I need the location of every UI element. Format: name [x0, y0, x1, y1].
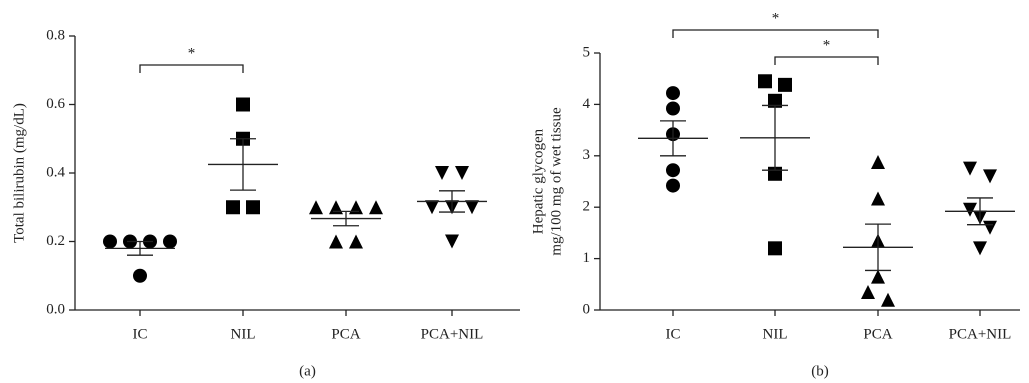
- data-point: [871, 154, 885, 169]
- significance-label: *: [823, 37, 831, 53]
- significance-label: *: [188, 45, 196, 61]
- x-tick-label: NIL: [231, 326, 256, 342]
- x-tick-label: PCA+NIL: [421, 326, 484, 342]
- x-tick-label: NIL: [763, 326, 788, 342]
- significance-bracket: [774, 56, 879, 65]
- data-point: [871, 269, 885, 284]
- y-tick-label: 0.6: [46, 96, 65, 112]
- y-tick-label: 0.4: [46, 164, 65, 180]
- data-point: [329, 200, 343, 215]
- data-point: [983, 220, 997, 235]
- data-point: [768, 93, 782, 108]
- data-point: [983, 169, 997, 184]
- data-point: [349, 234, 363, 249]
- data-point: [465, 200, 479, 215]
- data-point: [666, 86, 680, 101]
- data-point: [369, 200, 383, 215]
- y-tick-label: 1: [583, 250, 591, 266]
- data-point: [666, 163, 680, 178]
- data-point: [666, 101, 680, 116]
- data-point: [246, 200, 260, 215]
- y-axis-label: Hepatic glycogen: [530, 128, 546, 234]
- panel-label: (b): [811, 363, 829, 379]
- data-point: [963, 202, 977, 217]
- data-point: [435, 166, 449, 180]
- y-tick-label: 4: [583, 96, 591, 112]
- significance-bracket: [672, 29, 879, 38]
- x-tick-label: PCA: [863, 326, 892, 342]
- x-tick-label: IC: [133, 326, 148, 342]
- y-tick-label: 2: [583, 199, 591, 215]
- x-tick-label: PCA+NIL: [949, 326, 1012, 342]
- data-point: [349, 200, 363, 215]
- data-point: [163, 234, 177, 249]
- data-point: [666, 178, 680, 193]
- error-bar: [865, 223, 891, 272]
- data-point: [973, 241, 987, 256]
- data-point: [226, 200, 240, 215]
- data-point: [963, 161, 977, 176]
- x-tick-label: IC: [666, 326, 681, 342]
- error-bar: [660, 120, 686, 157]
- x-tick-label: PCA: [331, 326, 360, 342]
- error-bar: [762, 104, 788, 171]
- y-tick-label: 5: [583, 44, 591, 60]
- data-point: [871, 191, 885, 206]
- panel-label: (a): [299, 363, 316, 379]
- data-point: [445, 234, 459, 249]
- y-tick-label: 0.0: [46, 301, 65, 317]
- error-bar: [967, 197, 993, 226]
- data-point: [425, 200, 439, 215]
- data-point: [861, 285, 875, 300]
- y-tick-label: 3: [583, 147, 591, 163]
- data-point: [768, 241, 782, 256]
- y-tick-label: 0: [583, 301, 591, 317]
- data-point: [103, 234, 117, 249]
- y-tick-label: 0.2: [46, 233, 65, 249]
- error-bar: [439, 190, 465, 213]
- y-tick-label: 0.8: [46, 27, 65, 43]
- data-point: [881, 292, 895, 307]
- y-axis-label: mg/100 mg of wet tissue: [548, 107, 564, 256]
- data-point: [133, 268, 147, 283]
- data-point: [309, 200, 323, 215]
- significance-bracket: [139, 64, 244, 73]
- data-point: [236, 97, 250, 112]
- error-bar: [230, 138, 256, 191]
- data-point: [455, 166, 469, 180]
- data-point: [758, 74, 772, 89]
- significance-label: *: [772, 10, 780, 26]
- data-point: [329, 234, 343, 249]
- error-bar: [127, 240, 153, 256]
- y-axis-label: Total bilirubin (mg/dL): [11, 103, 27, 243]
- error-bar: [333, 210, 359, 227]
- data-point: [778, 77, 792, 92]
